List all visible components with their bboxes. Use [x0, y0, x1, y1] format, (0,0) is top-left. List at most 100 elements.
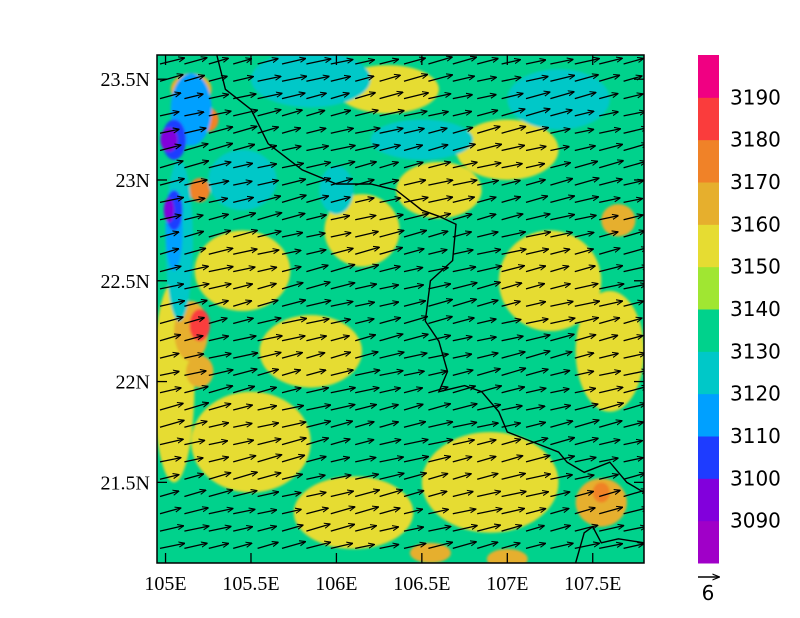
wind-vector	[233, 456, 255, 463]
wind-vector	[355, 60, 374, 65]
wind-vector	[184, 284, 208, 290]
wind-vector	[184, 508, 208, 515]
wind-vector	[550, 334, 574, 342]
wind-vector	[184, 421, 207, 428]
wind-vector	[306, 111, 324, 117]
wind-vector	[184, 180, 207, 186]
wind-vector	[403, 268, 423, 273]
wind-vector	[379, 59, 399, 65]
wind-vector	[330, 388, 355, 394]
wind-vector	[208, 370, 233, 377]
wind-vector	[623, 94, 643, 100]
wind-vector	[574, 215, 596, 221]
wind-vector	[574, 475, 594, 480]
wind-vector	[574, 75, 598, 82]
wind-vector	[428, 75, 452, 82]
wind-vector	[452, 95, 472, 100]
wind-vector	[428, 197, 452, 204]
y-axis: 21.5N 22N 22.5N 23N 23.5N	[101, 69, 644, 494]
wind-vector	[379, 285, 399, 290]
wind-vector	[452, 404, 477, 411]
wind-vector	[574, 420, 599, 428]
wind-vector	[525, 214, 550, 221]
colorbar-segment	[698, 520, 719, 564]
wind-vector	[379, 266, 401, 273]
wind-vector	[428, 94, 450, 100]
wind-vector	[184, 94, 203, 100]
wind-vector	[599, 371, 620, 377]
wind-vector	[525, 302, 546, 307]
wind-vector	[599, 144, 622, 152]
wind-vector	[330, 421, 353, 428]
wind-vector	[599, 544, 622, 550]
country-border-layer	[216, 55, 644, 563]
wind-vector	[477, 353, 498, 359]
wind-vector	[281, 406, 303, 411]
wind-vector	[501, 525, 522, 532]
wind-vector	[281, 128, 300, 134]
wind-vector	[184, 198, 204, 204]
wind-vector	[208, 527, 231, 532]
wind-vector	[233, 336, 256, 342]
wind-vector	[379, 545, 399, 550]
wind-vector	[477, 509, 502, 515]
wind-vector	[208, 76, 227, 82]
wind-vector	[550, 456, 574, 463]
wind-vector	[428, 491, 446, 498]
field-contour-3120	[507, 69, 610, 130]
wind-vector	[428, 542, 452, 550]
y-tick-label: 23.5N	[101, 69, 150, 91]
wind-vector	[355, 526, 376, 532]
wind-vector	[159, 232, 179, 238]
wind-vector	[623, 318, 642, 325]
wind-vector	[574, 371, 594, 377]
wind-vector	[574, 146, 595, 152]
wind-vector	[452, 354, 472, 359]
wind-vector	[428, 284, 450, 290]
wind-vector	[257, 542, 278, 550]
wind-vector	[281, 455, 305, 463]
wind-vector	[428, 509, 448, 515]
colorbar-segment	[698, 224, 719, 268]
wind-vector	[281, 93, 305, 100]
x-axis: 105E 105.5E 106E 106.5E 107E 107.5E	[144, 55, 621, 595]
wind-vector	[208, 457, 229, 463]
wind-vector	[159, 249, 179, 255]
wind-vector	[525, 422, 545, 428]
wind-vector	[648, 509, 670, 514]
wind-vector	[648, 353, 672, 358]
wind-vector	[501, 60, 521, 65]
wind-vector	[330, 77, 350, 82]
wind-vector	[379, 318, 401, 325]
wind-vector	[525, 232, 550, 238]
wind-vector	[525, 77, 548, 82]
wind-vector	[355, 422, 374, 428]
wind-vector	[550, 92, 574, 100]
wind-vector	[501, 492, 526, 498]
wind-vector	[550, 129, 569, 134]
wind-vector	[208, 509, 233, 515]
wind-vector	[281, 146, 301, 152]
wind-vector	[550, 526, 570, 532]
wind-vector	[184, 112, 203, 117]
wind-vector	[550, 371, 569, 377]
wind-vector	[574, 93, 596, 100]
wind-vector	[159, 403, 183, 411]
wind-vector	[501, 301, 520, 307]
wind-vector	[525, 109, 550, 117]
wind-vector	[233, 386, 254, 394]
wind-vector	[233, 318, 253, 325]
wind-vector	[501, 77, 521, 82]
wind-vector	[623, 353, 644, 359]
wind-vector	[306, 128, 325, 134]
wind-vector	[306, 146, 328, 152]
wind-vector	[281, 525, 303, 532]
wind-vector	[355, 490, 379, 498]
wind-vector	[233, 543, 251, 550]
wind-vector	[257, 196, 281, 204]
wind-vector	[281, 542, 305, 550]
wind-vector	[428, 250, 446, 255]
wind-vector	[477, 474, 498, 480]
wind-vector	[623, 422, 644, 428]
